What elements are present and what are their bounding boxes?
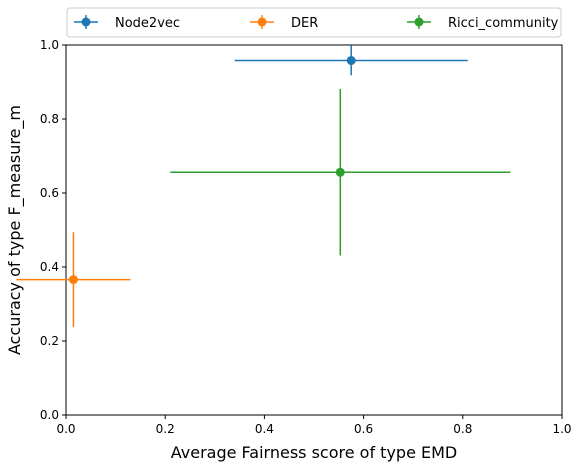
- legend-entry-ricci_community: Ricci_community: [407, 15, 559, 31]
- data-series: [16, 45, 511, 327]
- x-tick-label: 0.0: [56, 422, 75, 436]
- y-tick-label: 0.0: [40, 408, 59, 422]
- data-point: [68, 275, 78, 285]
- y-tick-label: 1.0: [40, 38, 59, 52]
- x-tick-label: 0.6: [354, 422, 373, 436]
- y-tick-label: 0.4: [40, 260, 59, 274]
- legend-label: DER: [291, 16, 318, 31]
- x-tick-label: 0.4: [255, 422, 274, 436]
- legend-label: Ricci_community: [448, 16, 559, 31]
- axes: [65, 44, 563, 416]
- legend-marker-dot: [414, 17, 424, 27]
- legend-marker-dot: [81, 17, 91, 27]
- legend: Node2vec DER Ricci_community: [66, 7, 562, 38]
- data-point: [346, 56, 356, 66]
- legend-marker-dot: [257, 17, 267, 27]
- plot-frame: [65, 44, 563, 416]
- data-point: [335, 167, 345, 177]
- legend-box: [66, 7, 562, 38]
- legend-label: Node2vec: [115, 16, 180, 31]
- legend-entry-node2vec: Node2vec: [74, 15, 180, 31]
- x-tick-label: 1.0: [552, 422, 571, 436]
- y-tick-label: 0.2: [40, 334, 59, 348]
- series-node2vec: [234, 45, 468, 76]
- y-tick-label: 0.8: [40, 112, 59, 126]
- x-axis-label: Average Fairness score of type EMD: [171, 443, 457, 462]
- x-tick-label: 0.8: [453, 422, 472, 436]
- x-tick-label: 0.2: [156, 422, 175, 436]
- series-der: [16, 232, 131, 327]
- ticks: 0.0 0.2 0.4 0.6 0.8 1.0 0.0 0.2 0.4 0.6 0.8 1.0: [40, 38, 572, 436]
- legend-entry-der: DER: [250, 15, 318, 31]
- y-axis-label: Accuracy of type F_measure_m: [5, 105, 25, 355]
- series-ricci_community: [170, 89, 511, 256]
- y-tick-label: 0.6: [40, 186, 59, 200]
